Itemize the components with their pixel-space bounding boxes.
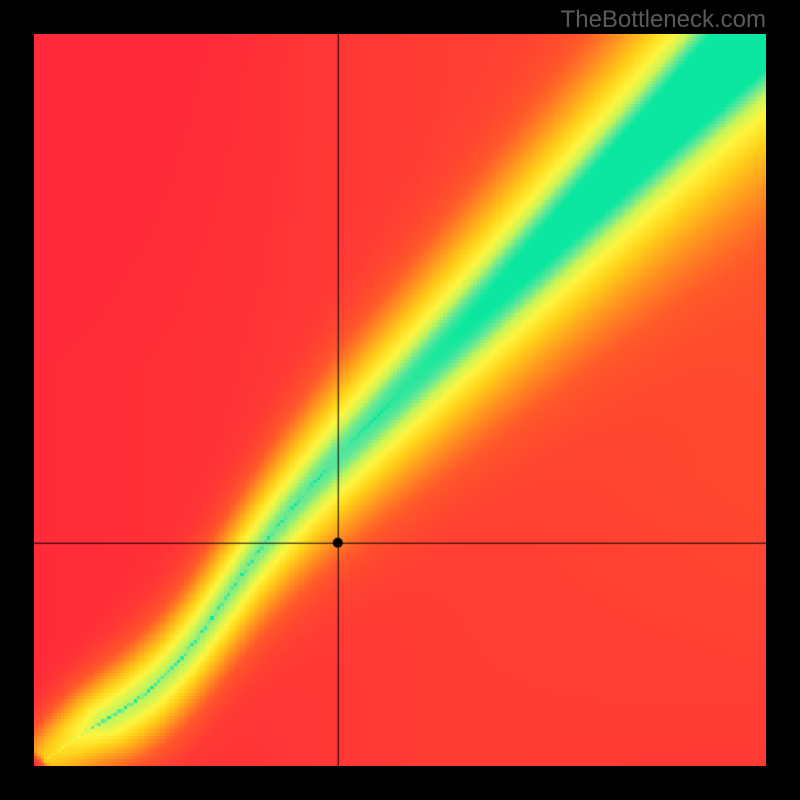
watermark-text: TheBottleneck.com bbox=[561, 6, 766, 34]
heatmap-plot bbox=[34, 34, 766, 766]
